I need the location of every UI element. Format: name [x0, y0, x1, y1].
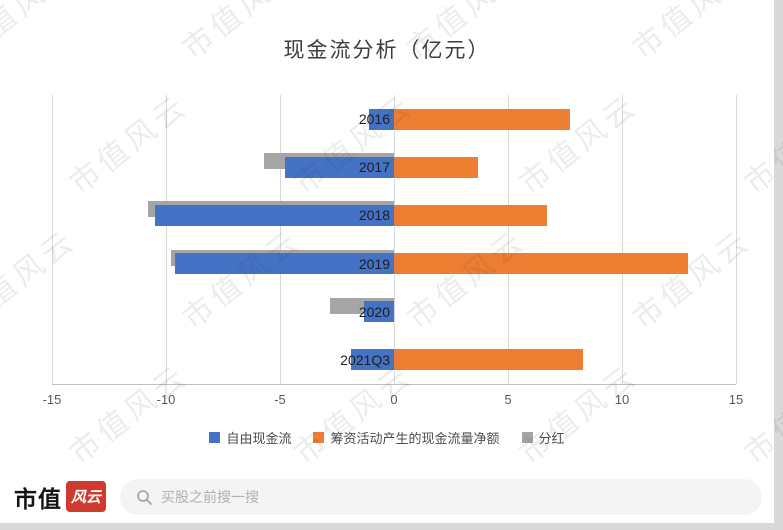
- category-label: 2016: [358, 111, 390, 128]
- gridline: [166, 95, 167, 384]
- gridline: [622, 95, 623, 384]
- bar-free-cash-flow: [368, 108, 394, 130]
- search-icon: [137, 490, 152, 505]
- category-label: 2019: [358, 255, 390, 272]
- legend-label: 筹资活动产生的现金流量净额: [330, 431, 500, 446]
- legend-item-free-cash-flow: 自由现金流: [209, 428, 291, 447]
- category-label: 2021Q3: [340, 351, 390, 368]
- gridline: [508, 95, 509, 384]
- brand-logo-seal-text: 风云: [70, 488, 101, 506]
- x-tick-label: -15: [42, 392, 62, 407]
- bar-financing-net-cash-flow: [394, 349, 584, 371]
- brand-logo-seal: 风云: [66, 480, 106, 512]
- chart-title: 现金流分析（亿元）: [283, 39, 491, 62]
- gridline: [394, 95, 395, 384]
- bar-financing-net-cash-flow: [394, 108, 570, 130]
- bar-free-cash-flow: [175, 253, 394, 275]
- gridline: [52, 95, 53, 384]
- bar-financing-net-cash-flow: [394, 156, 479, 178]
- legend-label: 分红: [538, 431, 565, 446]
- bar-financing-net-cash-flow: [394, 204, 547, 226]
- gridline: [736, 95, 737, 384]
- legend-swatch-gray: [521, 432, 533, 443]
- legend: 自由现金流 筹资活动产生的现金流量净额 分红: [0, 428, 774, 447]
- bar-free-cash-flow: [154, 204, 394, 226]
- bar-financing-net-cash-flow: [394, 253, 689, 275]
- legend-item-financing-net-cash-flow: 筹资活动产生的现金流量净额: [313, 428, 500, 447]
- legend-swatch-blue: [209, 432, 221, 443]
- legend-swatch-orange: [313, 432, 325, 443]
- x-tick-label: -10: [156, 392, 176, 407]
- x-tick-label: 5: [504, 392, 512, 407]
- bar-free-cash-flow: [364, 301, 394, 323]
- x-tick-label: 15: [728, 392, 744, 407]
- category-label: 2018: [358, 207, 390, 224]
- category-label: 2017: [358, 159, 390, 176]
- search-bar[interactable]: 买股之前搜一搜: [120, 479, 762, 515]
- brand-logo[interactable]: 市值 风云: [14, 480, 106, 514]
- bar-free-cash-flow: [284, 156, 394, 178]
- legend-label: 自由现金流: [226, 431, 292, 446]
- content-card: 现金流分析（亿元） 2016 2017 2018 2019 2020 2021Q3 -15…: [0, 0, 774, 523]
- x-tick-label: 0: [390, 392, 398, 407]
- plot-area: 2016 2017 2018 2019 2020 2021Q3: [52, 95, 737, 385]
- brand-logo-text: 市值: [14, 486, 62, 512]
- x-tick-label: -5: [274, 392, 286, 407]
- search-placeholder: 买股之前搜一搜: [161, 489, 259, 505]
- x-axis: -15 -10 -5 0 5 10 15: [43, 392, 744, 408]
- bar-free-cash-flow: [350, 349, 394, 371]
- gridline: [280, 95, 281, 384]
- x-tick-label: 10: [614, 392, 630, 407]
- category-label: 2020: [358, 303, 390, 320]
- legend-item-dividend: 分红: [521, 428, 565, 447]
- footer-bar: 市值 风云 买股之前搜一搜: [0, 471, 774, 523]
